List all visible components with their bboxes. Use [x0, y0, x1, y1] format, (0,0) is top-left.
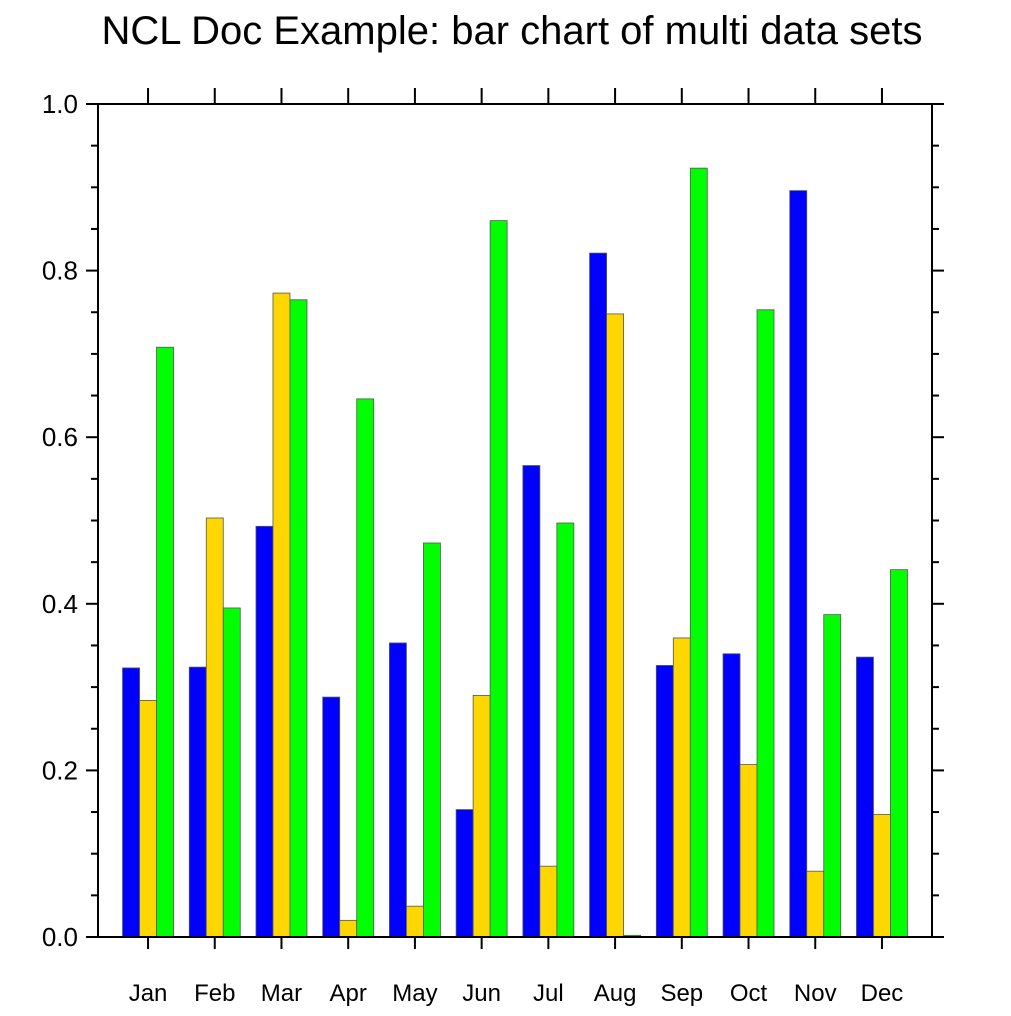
x-tick-label-apr: Apr [330, 980, 367, 1007]
y-tick-label: 0.8 [42, 256, 78, 286]
bar-jan-series-3 [156, 346, 174, 938]
x-tick-label-jan: Jan [129, 980, 168, 1007]
x-tick-label-dec: Dec [861, 980, 904, 1007]
bar-jul-series-1 [522, 465, 541, 938]
bar-dec-series-2 [873, 814, 891, 938]
bar-mar-series-2 [272, 292, 291, 938]
bar-mar-series-1 [255, 525, 274, 938]
bars-layer [122, 167, 908, 938]
bar-jan-series-1 [122, 667, 140, 938]
y-tick-label: 0.0 [42, 922, 78, 952]
bar-dec-series-3 [890, 569, 908, 938]
bar-nov-series-1 [789, 190, 808, 938]
bar-mar-series-3 [289, 299, 308, 938]
bar-sep-series-2 [672, 637, 691, 938]
bar-jul-series-2 [539, 865, 558, 938]
bar-feb-series-2 [205, 517, 224, 938]
x-tick-label-feb: Feb [194, 980, 235, 1007]
bar-nov-series-3 [823, 614, 842, 938]
bar-may-series-2 [406, 905, 424, 938]
bar-apr-series-2 [339, 919, 358, 938]
bar-may-series-1 [389, 642, 407, 938]
bar-aug-series-1 [589, 252, 607, 938]
x-tick-label-aug: Aug [594, 980, 637, 1007]
x-tick-label-sep: Sep [660, 980, 703, 1007]
bar-jun-series-3 [489, 220, 508, 938]
bar-apr-series-3 [356, 398, 375, 938]
bar-apr-series-1 [322, 696, 341, 938]
x-tick-label-jul: Jul [533, 980, 564, 1007]
bar-jan-series-2 [139, 700, 157, 938]
bar-jun-series-1 [455, 809, 474, 938]
x-tick-label-nov: Nov [794, 980, 837, 1007]
y-tick-label: 1.0 [42, 89, 78, 119]
x-tick-label-may: May [392, 980, 437, 1007]
x-tick-label-jun: Jun [462, 980, 501, 1007]
chart-title: NCL Doc Example: bar chart of multi data… [101, 9, 922, 53]
axes-layer: 0.0 0.2 0.4 0.6 0.8 1.0 Jan Feb Mar Apr May Jun Jul A… [42, 88, 944, 1007]
bar-nov-series-2 [806, 870, 825, 938]
x-tick-label-mar: Mar [261, 980, 302, 1007]
bar-oct-series-3 [756, 309, 775, 938]
bar-jul-series-3 [556, 522, 575, 938]
y-tick-label: 0.2 [42, 755, 78, 785]
bar-sep-series-3 [689, 167, 708, 938]
bar-feb-series-1 [188, 666, 207, 938]
y-tick-label: 0.6 [42, 422, 78, 452]
bar-may-series-3 [423, 542, 441, 938]
bar-feb-series-3 [222, 607, 241, 938]
bar-aug-series-2 [606, 313, 624, 938]
bar-oct-series-2 [739, 764, 758, 938]
bar-jun-series-2 [472, 695, 491, 938]
y-tick-label: 0.4 [42, 589, 78, 619]
bar-dec-series-1 [856, 656, 874, 938]
bar-sep-series-1 [655, 665, 674, 938]
bar-oct-series-1 [722, 653, 741, 938]
x-tick-label-oct: Oct [730, 980, 768, 1007]
